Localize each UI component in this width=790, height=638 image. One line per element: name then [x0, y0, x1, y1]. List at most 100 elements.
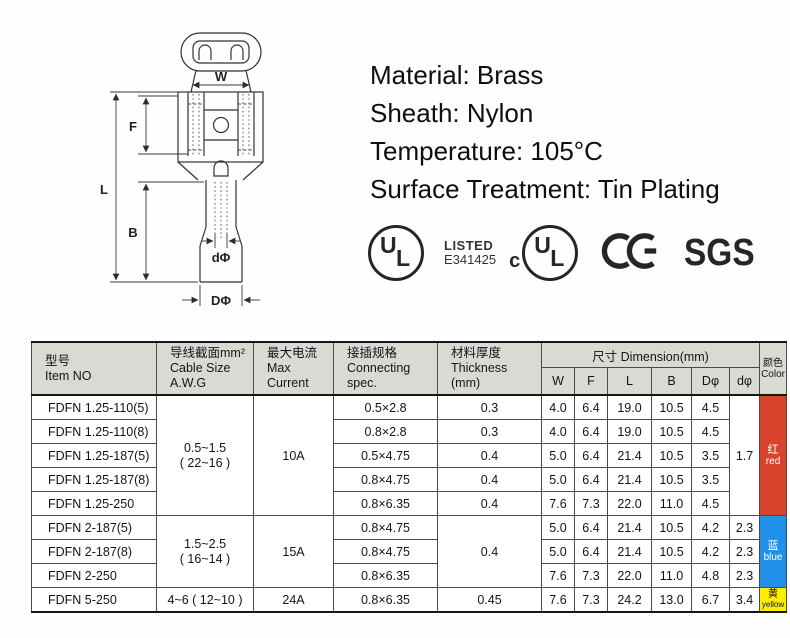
cell-color-blue: 蓝 blue: [759, 515, 788, 588]
ul-letter-l: L: [396, 245, 411, 271]
cell-b: 11.0: [651, 491, 692, 516]
cell-spec: 0.5×4.75: [333, 443, 438, 468]
cell-cable-size-group2: 1.5~2.5 ( 16~14 ): [156, 515, 254, 588]
cell-b: 10.5: [651, 515, 692, 540]
cell-d-outer: 4.2: [691, 539, 730, 564]
cell-cable-size: 4~6 ( 12~10 ): [156, 587, 254, 613]
listed-file-number: E341425: [444, 252, 497, 267]
cell-b: 11.0: [651, 563, 692, 588]
spec-line-temperature: Temperature: 105°C: [370, 136, 603, 166]
cell-b: 10.5: [651, 539, 692, 564]
spec-line-sheath: Sheath: Nylon: [370, 98, 534, 128]
cell-d-outer: 3.5: [691, 467, 730, 492]
table-row: FDFN 2-250 0.8×6.35 7.6 7.3 22.0 11.0 4.…: [31, 563, 787, 588]
cell-b: 10.5: [651, 419, 692, 444]
receptacle-outline: [180, 32, 262, 72]
cell-max-current: 24A: [253, 587, 334, 613]
dim-label-f: F: [129, 119, 137, 134]
cell-l: 21.4: [607, 515, 652, 540]
cell-color-red: 红 red: [759, 394, 788, 516]
col-header-color: 颜色 Color: [759, 341, 788, 396]
cell-b: 10.5: [651, 467, 692, 492]
cell-spec: 0.5×2.8: [333, 394, 438, 420]
sgs-mark: SGS: [684, 231, 755, 274]
cell-w: 5.0: [541, 539, 575, 564]
ce-mark-icon: [600, 228, 666, 279]
cell-thickness: 0.3: [437, 394, 542, 420]
cell-d-inner: 2.3: [728, 563, 761, 588]
cell-max-current-group2: 15A: [253, 515, 334, 588]
cell-d-outer: 4.5: [691, 491, 730, 516]
cell-item: FDFN 5-250: [31, 587, 157, 613]
spec-table: 型号 Item NO 导线截面mm² Cable Size A.W.G 最大电流…: [31, 341, 788, 613]
cell-spec: 0.8×6.35: [333, 563, 438, 588]
table-row: FDFN 5-250 4~6 ( 12~10 ) 24A 0.8×6.35 0.…: [31, 587, 788, 613]
cell-thickness: 0.3: [437, 419, 542, 444]
cul-letter-l: L: [550, 245, 565, 271]
col-header-cable-size: 导线截面mm² Cable Size A.W.G: [156, 341, 254, 396]
col-header-d-outer: Dφ: [691, 367, 730, 396]
receptacle-inner: [192, 40, 250, 64]
cell-l: 19.0: [607, 394, 652, 420]
cell-item: FDFN 2-250: [31, 563, 157, 588]
cell-w: 5.0: [541, 515, 575, 540]
cell-l: 22.0: [607, 491, 652, 516]
col-header-dimension: 尺寸 Dimension(mm): [540, 341, 761, 369]
cell-item: FDFN 1.25-250: [31, 491, 157, 516]
cell-item: FDFN 1.25-187(8): [31, 467, 157, 492]
cell-w: 4.0: [541, 419, 575, 444]
cell-thickness: 0.4: [437, 491, 542, 516]
dim-label-b: B: [128, 225, 137, 240]
cell-thickness: 0.4: [437, 467, 542, 492]
cell-l: 22.0: [607, 563, 652, 588]
contact-hook-right: [230, 44, 244, 60]
certification-row: U L LISTED E341425 c U L SGS: [368, 212, 764, 294]
cul-letter-u: U: [534, 232, 551, 258]
spec-table-wrap: 型号 Item NO 导线截面mm² Cable Size A.W.G 最大电流…: [31, 341, 788, 613]
cell-item: FDFN 2-187(8): [31, 539, 157, 564]
cell-item: FDFN 1.25-110(8): [31, 419, 157, 444]
cell-f: 6.4: [574, 419, 608, 444]
cell-d-inner: 2.3: [728, 539, 761, 564]
cell-w: 5.0: [541, 467, 575, 492]
contact-hook-left: [198, 44, 212, 60]
cell-thickness: 0.4: [437, 443, 542, 468]
cell-f: 6.4: [574, 467, 608, 492]
cell-d-outer: 3.5: [691, 443, 730, 468]
cell-item: FDFN 1.25-187(5): [31, 443, 157, 468]
cell-d-outer: 4.5: [691, 419, 730, 444]
ul-letter-u: U: [380, 232, 397, 258]
cell-w: 7.6: [541, 563, 575, 588]
cell-f: 7.3: [574, 491, 608, 516]
col-header-b: B: [651, 367, 692, 396]
cell-l: 21.4: [607, 443, 652, 468]
table-row: FDFN 1.25-187(8) 0.8×4.75 0.4 5.0 6.4 21…: [31, 467, 787, 492]
table-row: FDFN 2-187(8) 0.8×4.75 5.0 6.4 21.4 10.5…: [31, 539, 787, 564]
cell-item: FDFN 1.25-110(5): [31, 394, 157, 420]
cell-spec: 0.8×6.35: [333, 491, 438, 516]
cell-spec: 0.8×4.75: [333, 539, 438, 564]
cell-spec: 0.8×4.75: [333, 515, 438, 540]
cell-f: 7.3: [574, 563, 608, 588]
ul-listed-text: LISTED E341425: [444, 239, 496, 267]
cell-d-inner: 3.4: [728, 587, 761, 613]
table-row: FDFN 1.25-110(5) 0.5~1.5 ( 22~16 ) 10A 0…: [31, 394, 788, 516]
cell-d-inner-group1: 1.7: [728, 394, 761, 516]
cell-l: 21.4: [607, 539, 652, 564]
cell-d-outer: 4.5: [691, 394, 730, 420]
table-header: 型号 Item NO 导线截面mm² Cable Size A.W.G 最大电流…: [31, 341, 788, 396]
cell-d-outer: 4.8: [691, 563, 730, 588]
dim-label-l: L: [100, 182, 108, 197]
cell-w: 7.6: [541, 491, 575, 516]
table-body: FDFN 1.25-110(5) 0.5~1.5 ( 22~16 ) 10A 0…: [31, 394, 788, 613]
col-header-item: 型号 Item NO: [31, 341, 157, 396]
cell-b: 10.5: [651, 443, 692, 468]
product-specs: Material: Brass Sheath: Nylon Temperatur…: [370, 56, 720, 208]
dim-label-w: W: [215, 69, 228, 84]
spec-line-surface: Surface Treatment: Tin Plating: [370, 174, 720, 204]
col-header-d-inner: dφ: [728, 367, 761, 396]
listed-label: LISTED: [444, 238, 494, 253]
table-row: FDFN 1.25-187(5) 0.5×4.75 0.4 5.0 6.4 21…: [31, 443, 787, 468]
cell-d-outer: 4.2: [691, 515, 730, 540]
terminal-drawing-svg: W: [100, 32, 264, 308]
